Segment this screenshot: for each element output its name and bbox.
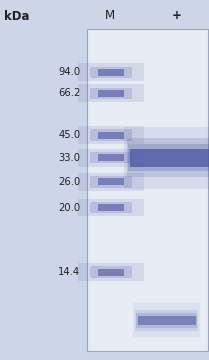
Bar (98, 132, 124, 139)
Bar (127, 138, 209, 177)
Bar (90, 152, 132, 163)
Bar (130, 149, 209, 167)
Text: +: + (172, 9, 182, 22)
Bar (98, 178, 124, 185)
Bar (98, 90, 124, 97)
Bar (90, 130, 132, 141)
Bar (78, 199, 144, 216)
Text: 94.0: 94.0 (58, 67, 80, 77)
Bar (135, 310, 198, 331)
Bar (78, 173, 144, 191)
Text: M: M (105, 9, 115, 22)
Text: kDa: kDa (4, 10, 30, 23)
Bar (90, 266, 132, 278)
Bar (90, 176, 132, 188)
Bar (133, 303, 200, 337)
Text: 14.4: 14.4 (58, 267, 80, 277)
Bar (90, 67, 132, 78)
Bar (78, 84, 144, 102)
Text: 45.0: 45.0 (58, 130, 80, 140)
Bar (98, 154, 124, 161)
Bar (78, 149, 144, 167)
Text: 66.2: 66.2 (58, 88, 80, 98)
Text: 33.0: 33.0 (59, 153, 80, 163)
Bar (128, 144, 209, 171)
Bar (90, 87, 132, 99)
Bar (98, 269, 124, 276)
Bar (78, 263, 144, 281)
Text: 20.0: 20.0 (58, 203, 80, 213)
Bar (124, 127, 209, 189)
Bar (87, 29, 208, 351)
Bar (138, 316, 196, 325)
Bar (136, 313, 197, 328)
Bar (78, 126, 144, 144)
Bar (98, 69, 124, 76)
Text: 26.0: 26.0 (58, 177, 80, 187)
Bar (98, 204, 124, 211)
Bar (90, 202, 132, 213)
Bar (78, 63, 144, 81)
